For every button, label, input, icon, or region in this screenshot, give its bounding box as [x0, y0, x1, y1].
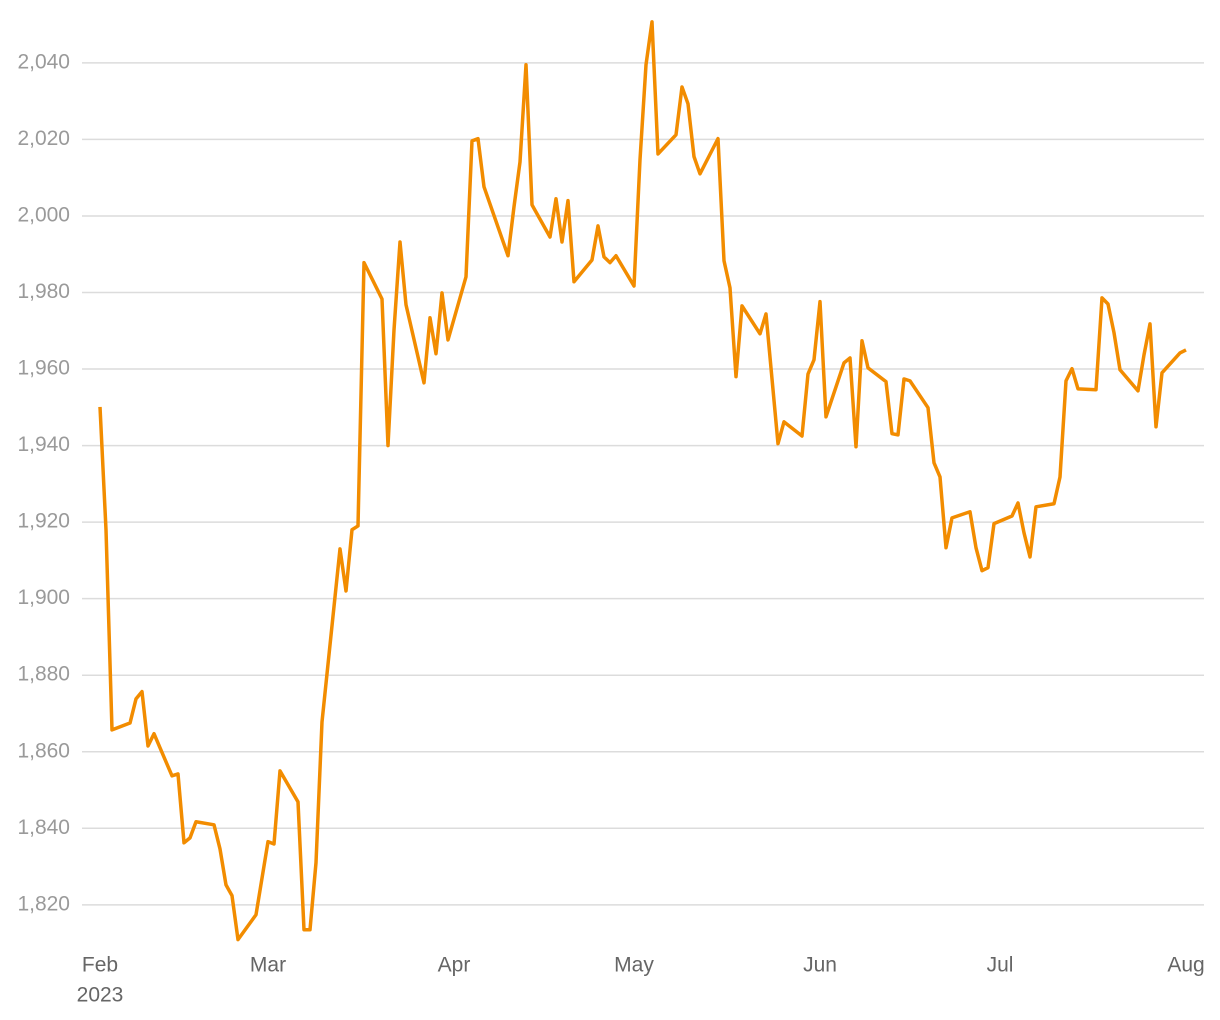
y-tick-label: 1,820 — [17, 892, 70, 915]
y-tick-label: 2,040 — [17, 50, 70, 73]
x-tick-label: May — [614, 954, 654, 977]
y-tick-label: 1,860 — [17, 739, 70, 762]
y-tick-label: 1,900 — [17, 586, 70, 609]
price-line — [98, 20, 1187, 942]
y-tick-label: 2,020 — [17, 127, 70, 150]
y-tick-label: 1,980 — [17, 280, 70, 303]
x-tick-sublabel: 2023 — [77, 984, 124, 1007]
y-tick-label: 1,940 — [17, 433, 70, 456]
x-tick-label: Feb — [82, 954, 118, 977]
x-tick-label: Apr — [438, 954, 471, 977]
y-tick-label: 2,000 — [17, 203, 70, 226]
y-tick-label: 1,880 — [17, 663, 70, 686]
y-tick-label: 1,960 — [17, 357, 70, 380]
x-tick-label: Mar — [250, 954, 286, 977]
x-tick-label: Jul — [987, 954, 1014, 977]
x-tick-label: Aug — [1167, 954, 1204, 977]
y-tick-label: 1,920 — [17, 510, 70, 533]
x-tick-label: Jun — [803, 954, 837, 977]
y-tick-label: 1,840 — [17, 816, 70, 839]
